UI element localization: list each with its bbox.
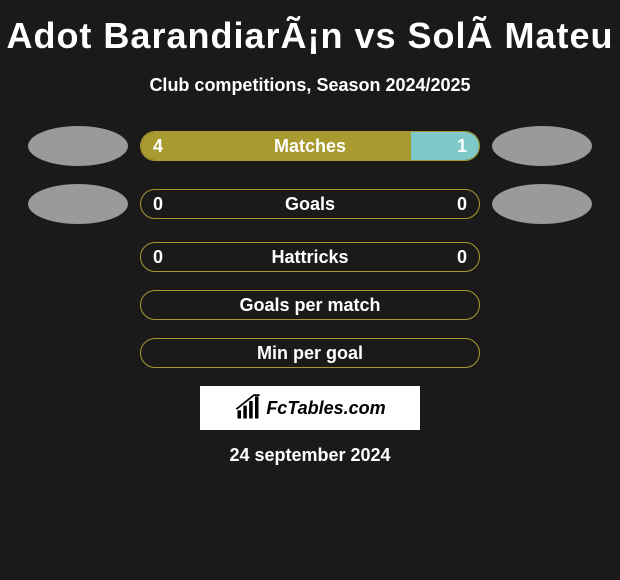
logo-text: FcTables.com xyxy=(266,398,385,419)
bar-label: Goals xyxy=(141,194,479,215)
comparison-widget: Adot BarandiarÃ¡n vs SolÃ Mateu Club com… xyxy=(0,0,620,471)
stat-row: Min per goal xyxy=(0,338,620,368)
chart-icon xyxy=(234,394,262,422)
date-text: 24 september 2024 xyxy=(0,445,620,466)
logo-box[interactable]: FcTables.com xyxy=(200,386,420,430)
player-avatar-left xyxy=(28,184,128,224)
bar-label: Goals per match xyxy=(141,295,479,316)
stat-bar: 00Goals xyxy=(140,189,480,219)
bar-label: Hattricks xyxy=(141,247,479,268)
stat-row: 41Matches xyxy=(0,126,620,166)
stat-bar: Goals per match xyxy=(140,290,480,320)
stat-row: 00Hattricks xyxy=(0,242,620,272)
player-avatar-left xyxy=(28,126,128,166)
stat-row: Goals per match xyxy=(0,290,620,320)
subtitle: Club competitions, Season 2024/2025 xyxy=(0,75,620,96)
stat-row: 00Goals xyxy=(0,184,620,224)
stat-bar: Min per goal xyxy=(140,338,480,368)
player-avatar-right xyxy=(492,126,592,166)
logo-inner: FcTables.com xyxy=(234,394,385,422)
stat-bar: 00Hattricks xyxy=(140,242,480,272)
stat-bar: 41Matches xyxy=(140,131,480,161)
page-title: Adot BarandiarÃ¡n vs SolÃ Mateu xyxy=(0,5,620,67)
stats-container: 41Matches 00Goals 00Hattricks Goals per mat… xyxy=(0,126,620,368)
bar-label: Matches xyxy=(141,136,479,157)
player-avatar-right xyxy=(492,184,592,224)
bar-label: Min per goal xyxy=(141,343,479,364)
